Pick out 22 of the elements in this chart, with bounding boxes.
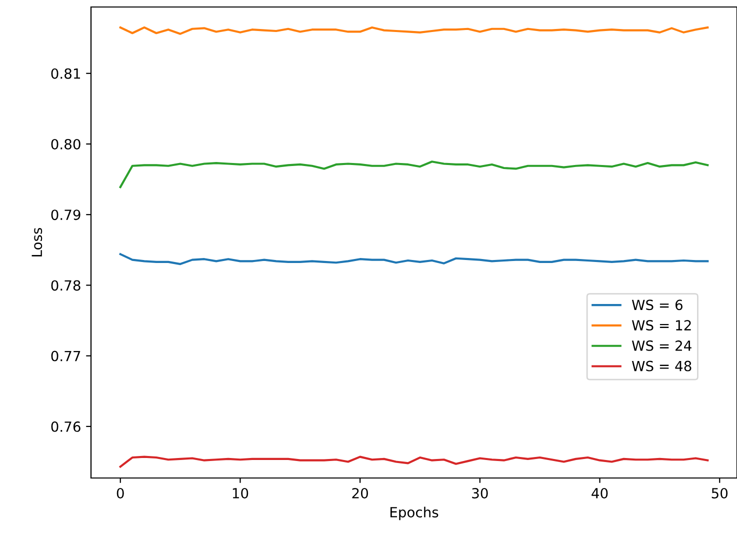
y-tick-label: 0.77 xyxy=(51,350,80,362)
y-tick-label: 0.81 xyxy=(51,68,80,79)
y-axis-title: Loss xyxy=(32,228,42,256)
line-series xyxy=(119,160,709,188)
x-tick-label: 40 xyxy=(592,488,608,498)
legend-label: WS = 48 xyxy=(632,360,692,372)
x-axis-title: Epochs xyxy=(390,506,438,520)
x-tick-label: 20 xyxy=(352,488,368,498)
legend-label: WS = 12 xyxy=(632,320,691,331)
y-tick-label: 0.76 xyxy=(51,421,80,432)
y-tick-label: 0.78 xyxy=(51,280,80,291)
line-series xyxy=(119,26,709,35)
line-series xyxy=(119,456,709,468)
x-tick-label: 50 xyxy=(712,488,728,498)
x-tick-label: 0 xyxy=(116,488,124,498)
legend-label: WS = 6 xyxy=(632,300,682,310)
x-tick-label: 30 xyxy=(472,488,488,498)
line-series xyxy=(119,253,709,266)
y-tick-label: 0.79 xyxy=(51,210,80,220)
x-tick-label: 10 xyxy=(232,488,248,498)
y-tick-label: 0.80 xyxy=(51,138,80,150)
legend-label: WS = 24 xyxy=(632,340,692,351)
